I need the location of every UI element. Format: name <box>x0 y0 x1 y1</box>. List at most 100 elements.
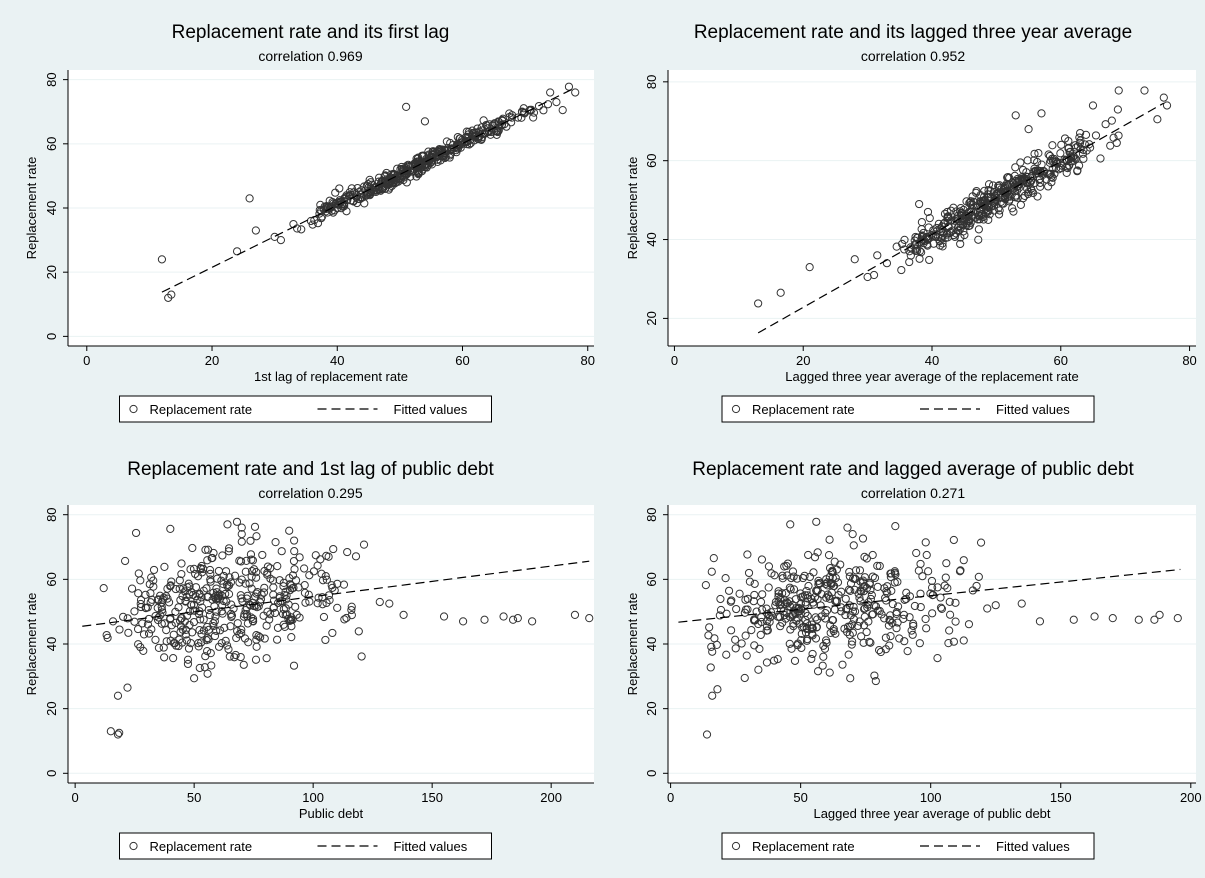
data-point <box>203 556 212 565</box>
data-point <box>499 612 508 621</box>
data-point <box>798 592 808 601</box>
data-point <box>910 240 920 249</box>
legend-label-scatter: Replacement rate <box>752 402 855 417</box>
legend-marker-scatter <box>129 404 138 414</box>
data-point <box>843 622 853 631</box>
data-point <box>202 636 211 645</box>
data-point <box>220 623 229 632</box>
data-point <box>810 592 820 602</box>
data-point <box>812 587 821 596</box>
data-point <box>850 607 860 616</box>
data-point <box>507 118 516 127</box>
y-tick-label: 60 <box>44 137 59 151</box>
data-point <box>950 216 959 225</box>
scatter-series <box>157 82 580 302</box>
data-point <box>325 596 334 605</box>
data-point <box>936 603 946 612</box>
data-point <box>873 561 882 570</box>
x-axis-label: Lagged three year average of the replace… <box>785 369 1078 384</box>
data-point <box>199 615 208 624</box>
data-point <box>174 603 183 612</box>
legend-box <box>721 832 1095 860</box>
data-point <box>273 635 282 644</box>
data-point <box>552 97 561 107</box>
data-point <box>915 639 924 648</box>
data-point <box>785 602 795 611</box>
data-point <box>778 589 787 598</box>
data-point <box>175 576 184 585</box>
y-tick-label: 0 <box>44 770 59 777</box>
data-point <box>347 605 356 615</box>
data-point <box>851 574 860 583</box>
data-point <box>966 197 975 206</box>
data-point <box>236 652 245 662</box>
data-point <box>983 206 992 215</box>
data-point <box>775 612 785 622</box>
scatter-series <box>754 86 1172 308</box>
data-point <box>102 630 111 640</box>
data-point <box>185 582 194 591</box>
data-point <box>221 636 230 645</box>
chart-subtitle: correlation 0.271 <box>861 485 966 501</box>
data-point <box>281 610 290 619</box>
data-point <box>176 627 185 636</box>
data-point <box>798 573 808 583</box>
x-tick-label: 100 <box>920 790 942 805</box>
data-point <box>195 589 204 598</box>
data-point <box>715 611 724 620</box>
data-point <box>287 613 296 622</box>
data-point <box>206 577 215 586</box>
data-point <box>204 592 213 601</box>
data-point <box>268 576 278 585</box>
data-point <box>870 573 880 583</box>
data-point <box>1056 149 1065 158</box>
data-point <box>213 574 222 583</box>
data-point <box>999 199 1008 208</box>
data-point <box>470 128 479 137</box>
data-point <box>479 116 488 125</box>
data-point <box>115 728 124 737</box>
data-point <box>917 225 926 234</box>
data-point <box>340 615 349 624</box>
data-point <box>200 663 209 672</box>
data-point <box>230 653 239 662</box>
data-point <box>995 206 1004 215</box>
data-point <box>123 683 132 692</box>
data-point <box>1003 187 1012 196</box>
data-point <box>387 176 396 185</box>
data-point <box>301 598 310 607</box>
data-point <box>258 550 267 560</box>
data-point <box>757 555 767 564</box>
data-point <box>905 613 914 622</box>
x-axis-label: 1st lag of replacement rate <box>254 369 408 384</box>
data-point <box>744 568 754 578</box>
data-point <box>860 581 869 591</box>
data-point <box>843 523 852 532</box>
data-point <box>210 617 219 626</box>
data-point <box>862 554 871 563</box>
legend: Replacement rate Fitted values <box>119 832 492 860</box>
data-point <box>1108 614 1117 623</box>
x-tick-label: 60 <box>1054 353 1068 368</box>
data-point <box>919 228 928 238</box>
data-point <box>419 152 428 161</box>
data-point <box>831 629 840 638</box>
x-tick-label: 20 <box>205 353 219 368</box>
fitted-line <box>757 102 1165 334</box>
data-point <box>868 550 877 560</box>
data-point <box>892 607 901 617</box>
data-point <box>975 215 984 224</box>
data-point <box>863 603 872 612</box>
data-point <box>873 606 882 615</box>
data-point <box>238 597 247 606</box>
data-point <box>968 192 977 201</box>
data-point <box>1064 144 1073 153</box>
data-point <box>994 204 1003 213</box>
data-point <box>139 646 148 656</box>
data-point <box>974 211 983 220</box>
data-point <box>157 605 167 614</box>
data-point <box>937 604 946 614</box>
data-point <box>188 628 197 637</box>
data-point <box>787 644 796 653</box>
y-tick-label: 60 <box>44 572 59 586</box>
